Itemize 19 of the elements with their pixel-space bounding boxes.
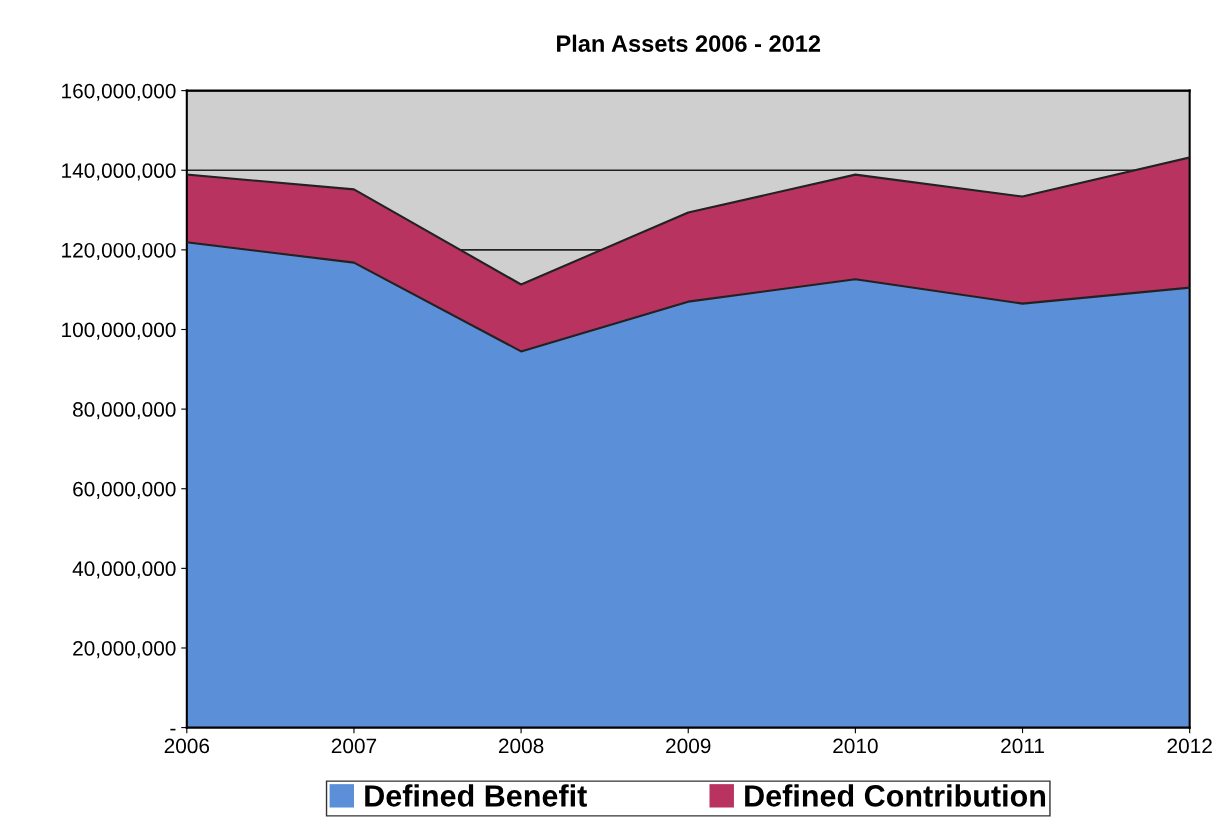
y-tick-label: 80,000,000 — [73, 402, 176, 420]
x-tick-label: 2009 — [666, 738, 711, 754]
y-tick-label: - — [170, 728, 176, 731]
y-tick-label: 60,000,000 — [73, 481, 176, 499]
y-tick-label: 120,000,000 — [62, 242, 176, 261]
y-tick-label: 140,000,000 — [62, 163, 176, 181]
y-tick-label: 20,000,000 — [73, 640, 176, 659]
x-tick-label: 2006 — [164, 738, 210, 754]
legend-label: Defined Contribution — [745, 784, 1046, 807]
y-tick-label: 160,000,000 — [62, 83, 176, 101]
chart-title: Plan Assets 2006 - 2012 — [557, 34, 821, 52]
x-tick-label: 2010 — [833, 738, 878, 754]
legend-label: Defined Benefit — [365, 784, 587, 807]
x-tick-label: 2007 — [331, 738, 377, 754]
y-tick-label: 40,000,000 — [72, 561, 176, 579]
x-tick-label: 2011 — [1001, 738, 1044, 754]
x-tick-label: 2012 — [1167, 738, 1212, 754]
x-tick-label: 2008 — [498, 738, 544, 754]
y-tick-label: 100,000,000 — [62, 322, 176, 340]
